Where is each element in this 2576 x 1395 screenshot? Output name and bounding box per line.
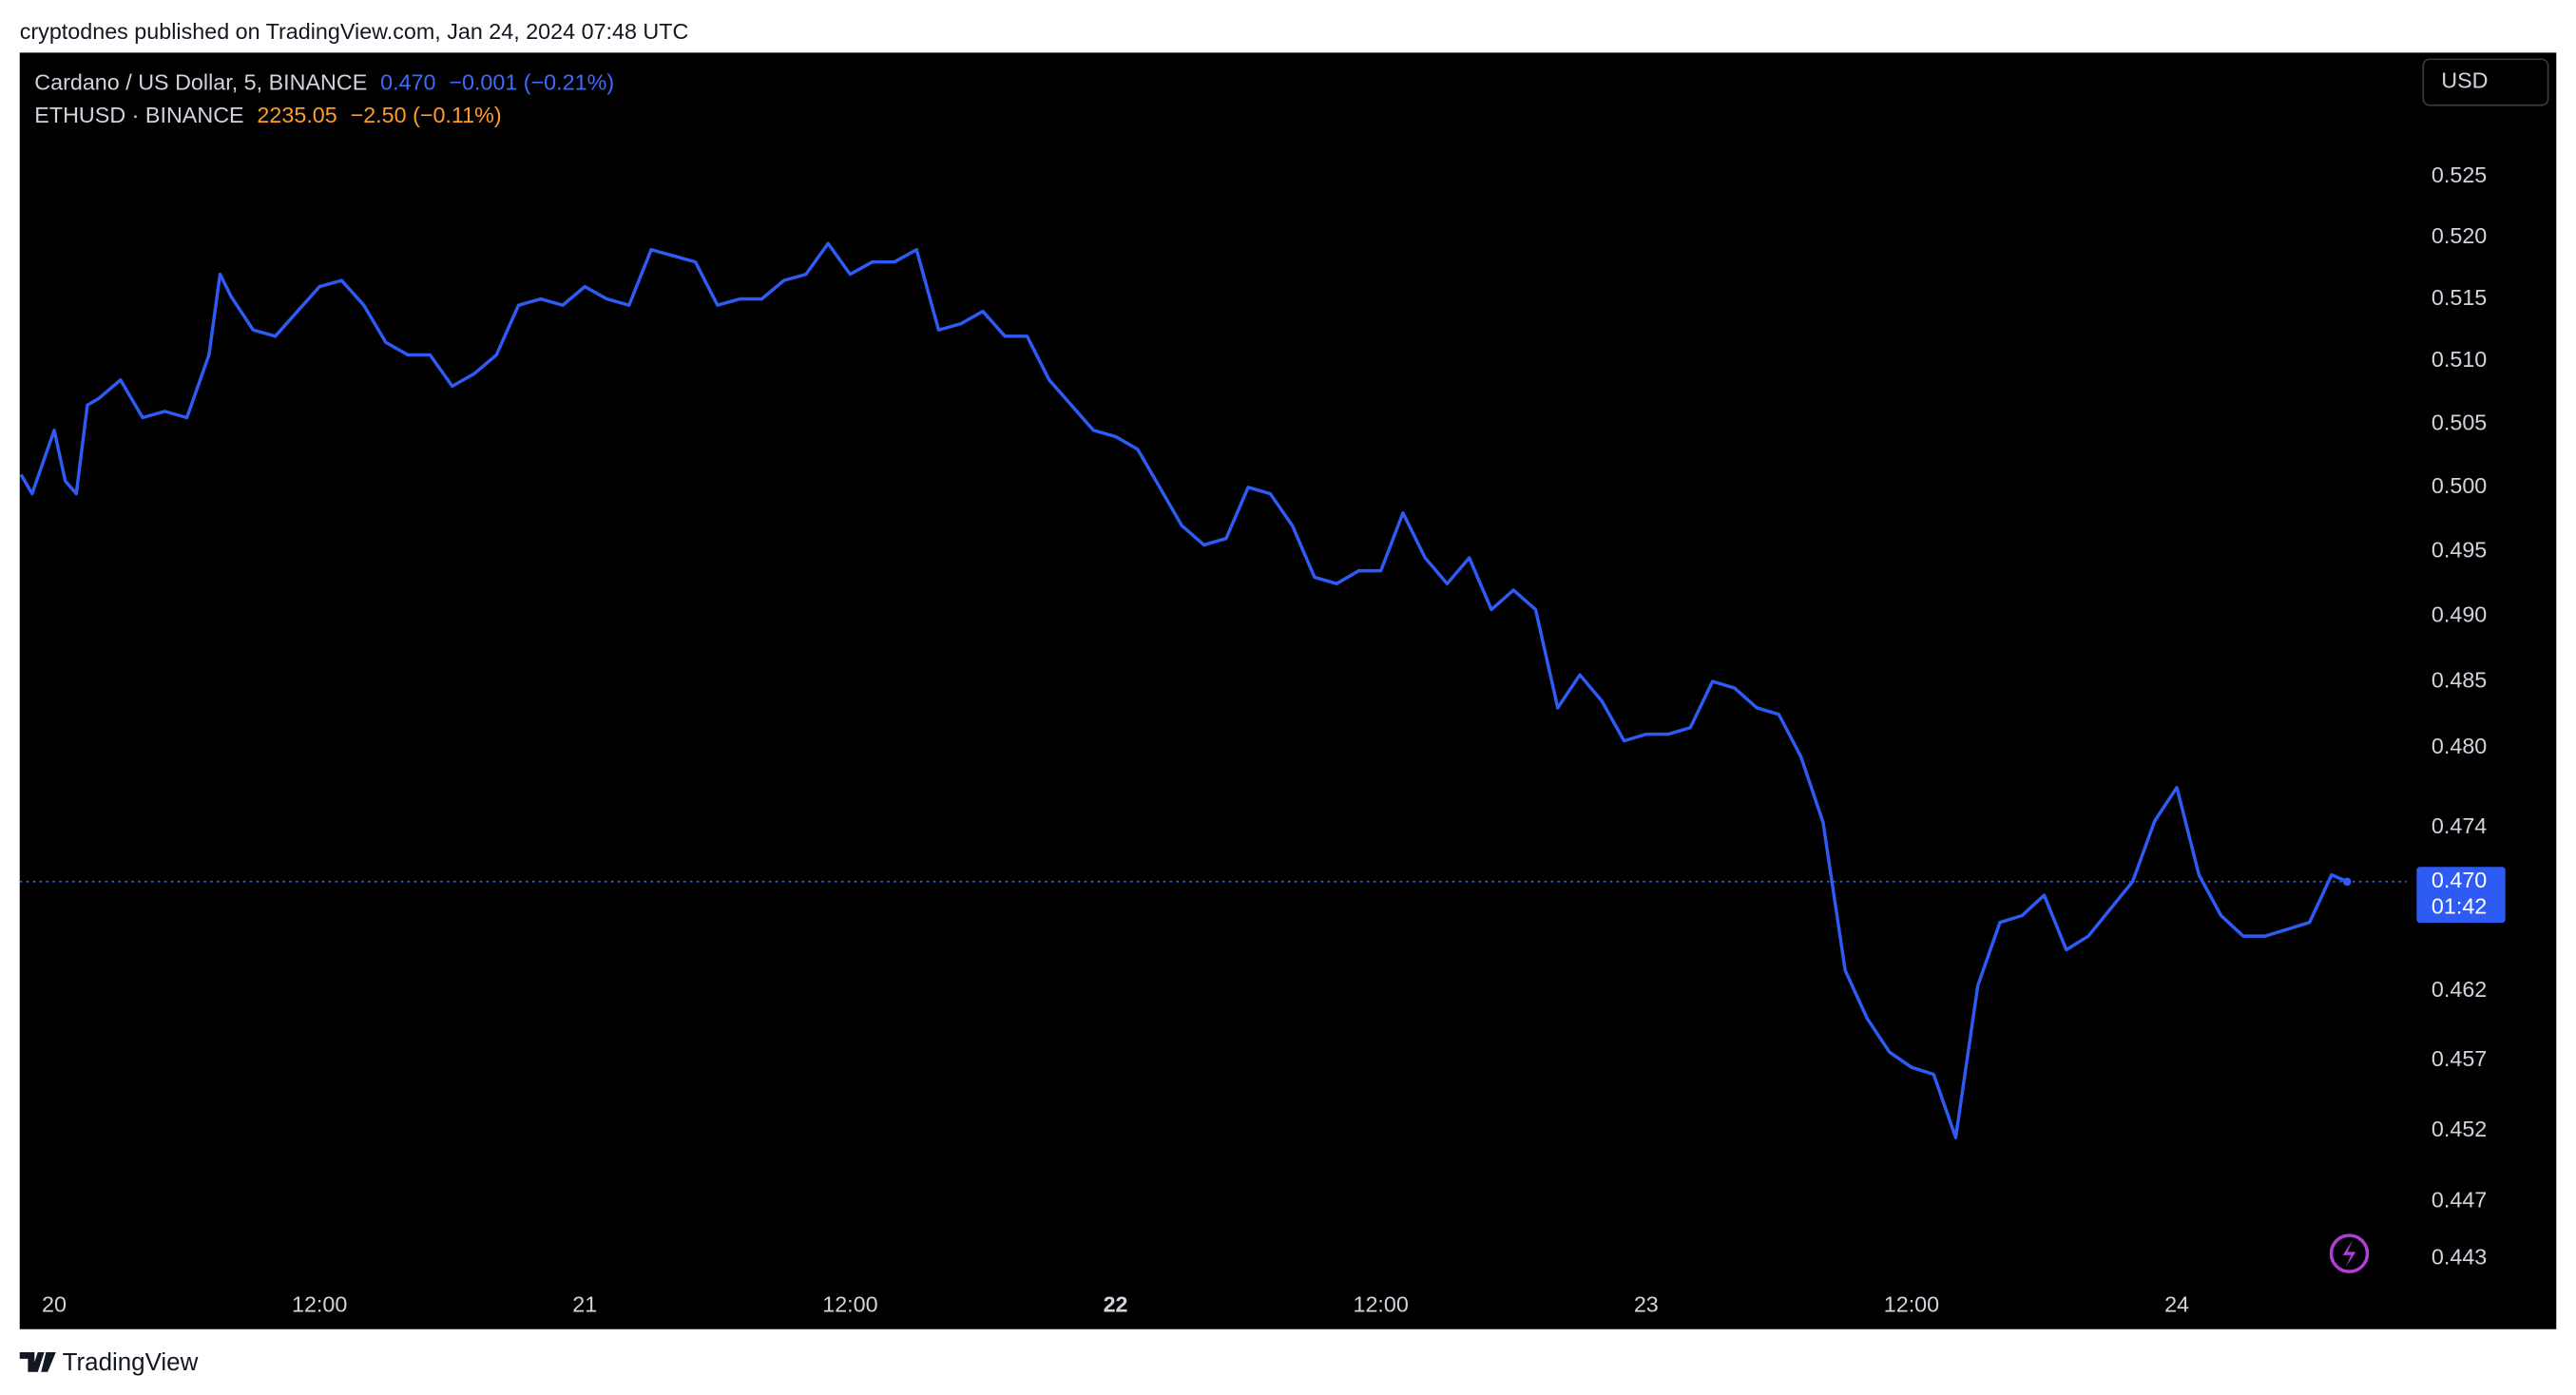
legend-change: −0.001 (−0.21%)	[449, 69, 614, 94]
currency-button[interactable]	[2422, 58, 2549, 106]
price-line	[19, 241, 2348, 1139]
y-tick-label: 0.443	[2432, 1245, 2487, 1270]
price-label-box	[2416, 867, 2506, 924]
y-tick-label: 0.525	[2432, 162, 2487, 187]
x-tick-label: 12:00	[1884, 1292, 1939, 1317]
x-tick-label: 24	[2164, 1292, 2189, 1317]
x-tick-label: 12:00	[1353, 1292, 1408, 1317]
y-tick-label: 0.485	[2432, 667, 2487, 692]
tv-logo	[19, 1351, 56, 1372]
y-tick-label: 0.510	[2432, 347, 2487, 372]
lightning-icon[interactable]	[2329, 1233, 2370, 1273]
y-tick-label: 0.495	[2432, 537, 2487, 562]
brand: TradingView	[63, 1349, 199, 1376]
y-tick-label: 0.452	[2432, 1117, 2487, 1141]
y-tick-label: 0.462	[2432, 977, 2487, 1002]
legend-name: Cardano / US Dollar, 5, BINANCE	[34, 69, 367, 94]
y-tick-label: 0.520	[2432, 223, 2487, 248]
x-tick-label: 20	[42, 1292, 67, 1317]
x-tick-label: 23	[1634, 1292, 1659, 1317]
x-tick-label: 12:00	[292, 1292, 347, 1317]
y-tick-label: 0.505	[2432, 410, 2487, 434]
price-label: 0.470	[2432, 868, 2487, 892]
y-tick-label: 0.480	[2432, 734, 2487, 758]
countdown: 01:42	[2432, 894, 2487, 919]
y-tick-label: 0.447	[2432, 1187, 2487, 1212]
chart-pane	[19, 52, 2557, 1329]
x-tick-label: 12:00	[822, 1292, 877, 1317]
y-tick-label: 0.457	[2432, 1046, 2487, 1071]
header: cryptodnes published on TradingView.com,…	[20, 19, 689, 44]
y-tick-label: 0.515	[2432, 285, 2487, 310]
legend-last: 0.470	[380, 69, 435, 94]
legend-last: 2235.05	[257, 103, 336, 127]
x-tick-label: 21	[572, 1292, 597, 1317]
legend-change: −2.50 (−0.11%)	[351, 103, 502, 127]
legend-name: ETHUSD · BINANCE	[34, 103, 243, 127]
y-tick-label: 0.500	[2432, 473, 2487, 498]
currency-label[interactable]: USD	[2441, 68, 2488, 93]
y-tick-label: 0.474	[2432, 813, 2487, 838]
y-tick-label: 0.490	[2432, 602, 2487, 626]
x-tick-label: 22	[1104, 1292, 1128, 1317]
